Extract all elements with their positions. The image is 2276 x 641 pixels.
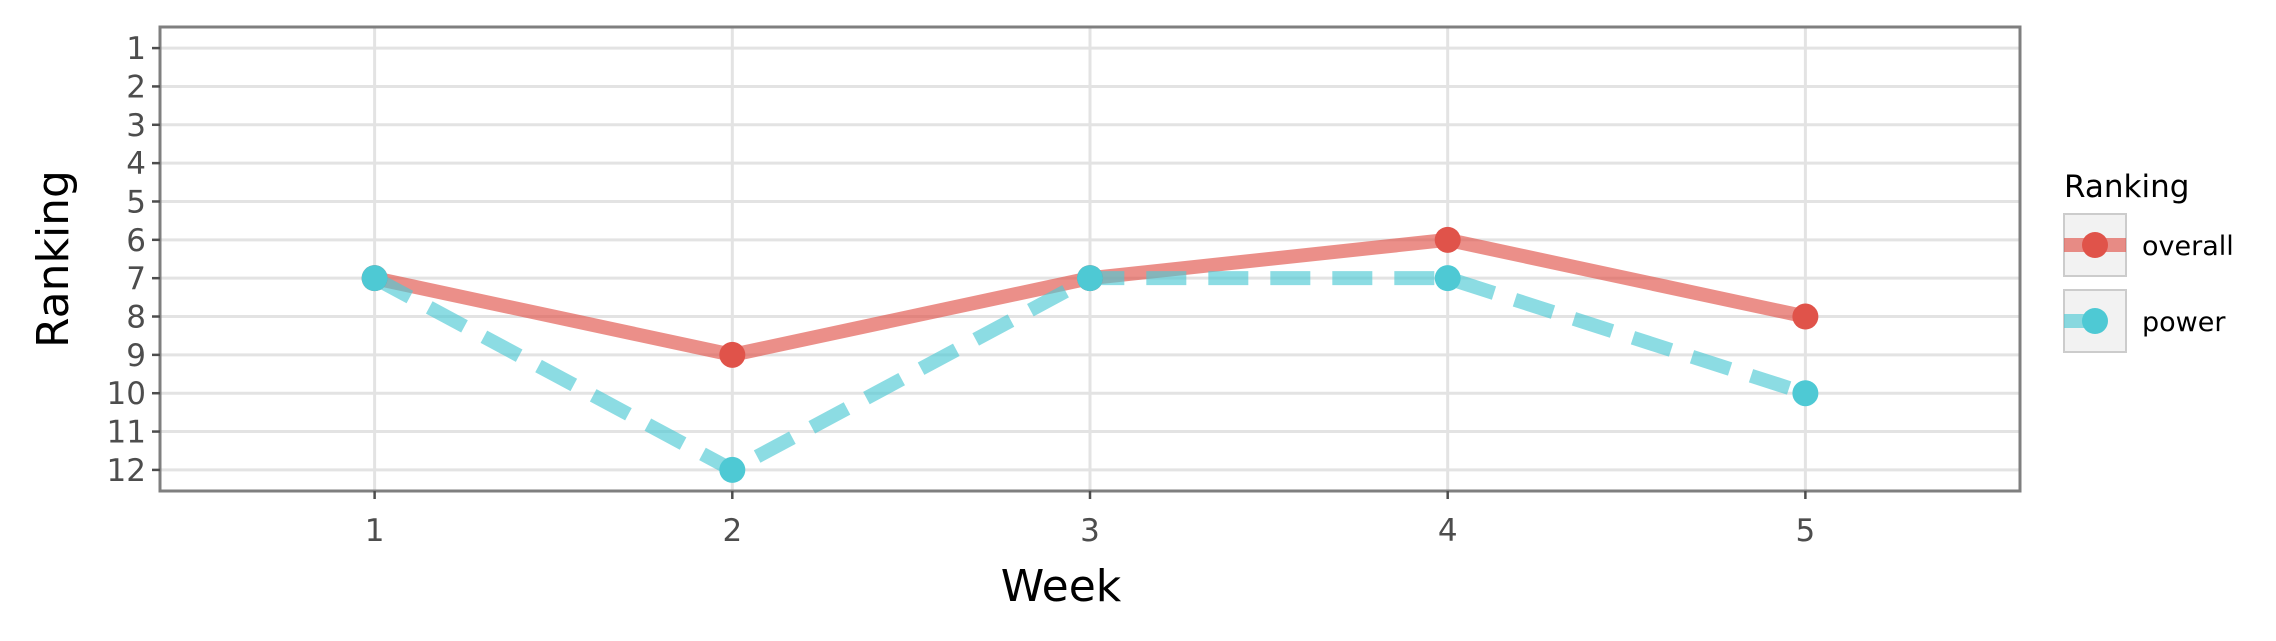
y-tick-label: 2	[126, 69, 146, 105]
data-point-overall	[1434, 226, 1461, 253]
grid-lines	[160, 27, 2020, 491]
data-point-overall	[719, 341, 746, 368]
data-point-power	[361, 265, 388, 292]
data-point-power	[1077, 265, 1103, 292]
legend-key-point-overall	[2082, 232, 2108, 258]
x-tick-label: 2	[722, 513, 742, 549]
legend-label-overall: overall	[2142, 231, 2234, 262]
y-tick-label: 5	[126, 184, 146, 220]
x-tick-label: 3	[1080, 513, 1100, 549]
y-tick-label: 8	[126, 300, 146, 336]
data-point-power	[719, 456, 746, 483]
legend-key-point-power	[2082, 308, 2108, 334]
y-tick-label: 11	[107, 415, 146, 451]
legend-title: Ranking	[2064, 169, 2189, 205]
x-axis-title: Week	[1001, 561, 1122, 612]
y-tick-label: 7	[126, 261, 146, 297]
x-axis: 1 2 3 4 5	[365, 491, 1816, 549]
series-points	[361, 226, 1819, 483]
x-tick-label: 1	[365, 513, 385, 549]
data-point-power	[1434, 265, 1461, 292]
y-tick-label: 12	[107, 453, 146, 489]
y-tick-label: 6	[126, 223, 146, 259]
y-tick-label: 4	[126, 146, 146, 182]
y-tick-label: 10	[107, 376, 146, 412]
y-tick-label: 1	[126, 31, 146, 67]
x-tick-label: 5	[1796, 513, 1816, 549]
data-point-overall	[1792, 303, 1819, 330]
legend-label-power: power	[2142, 307, 2226, 338]
y-tick-label: 3	[126, 108, 146, 144]
y-axis-title: Ranking	[28, 170, 79, 348]
legend: Ranking overall power	[2063, 169, 2234, 353]
data-point-power	[1792, 380, 1819, 407]
x-tick-label: 4	[1438, 513, 1458, 549]
y-tick-label: 9	[126, 338, 146, 374]
